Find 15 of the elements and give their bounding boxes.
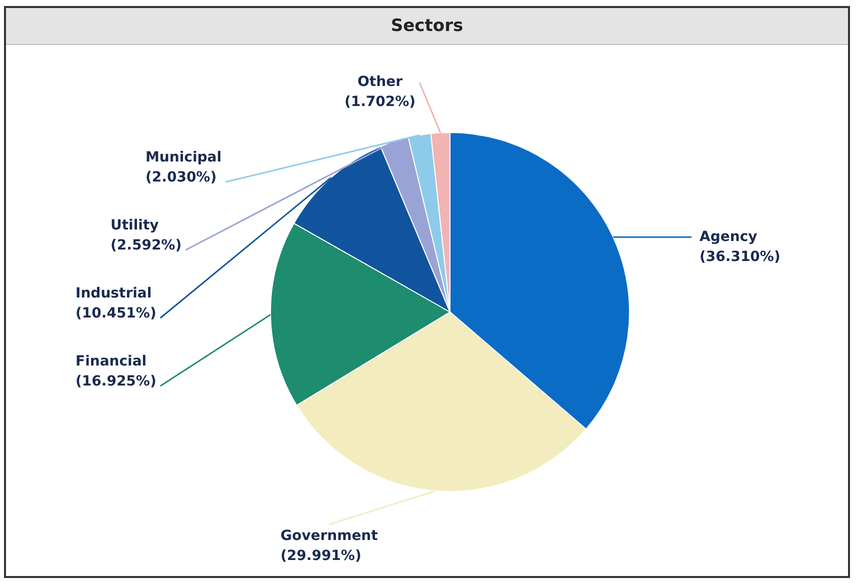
data-label: (29.991%) [280, 548, 362, 564]
slice-label: Industrial [76, 286, 152, 302]
slice-label: Municipal [146, 150, 222, 166]
slice-label: Utility [110, 218, 159, 234]
data-label: (2.592%) [110, 238, 182, 254]
data-label: (36.310%) [700, 248, 780, 265]
data-label: (10.451%) [76, 306, 156, 322]
slice-label: Other [358, 74, 403, 90]
slice-label: Financial [76, 354, 147, 370]
slice-label: Government [280, 528, 378, 544]
slice-label: Agency [700, 228, 758, 245]
data-label: (16.925%) [76, 374, 156, 390]
data-label: (2.030%) [146, 170, 217, 186]
chart-title: Sectors [6, 8, 848, 45]
data-label: (1.702%) [344, 94, 416, 110]
